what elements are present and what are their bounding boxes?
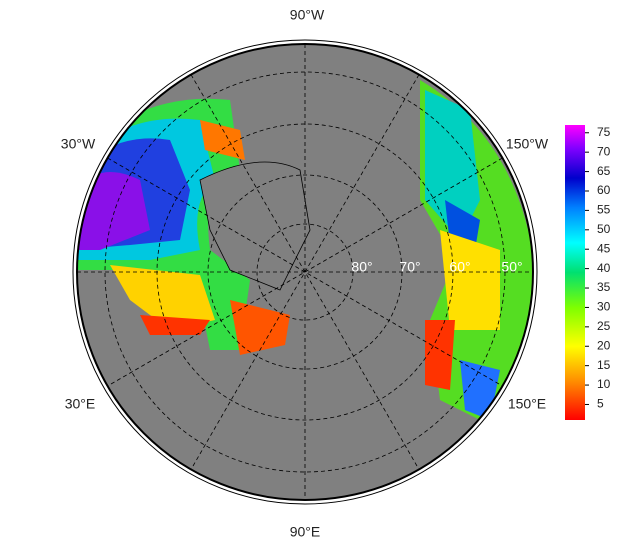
field-orange [230, 300, 290, 355]
map-border [76, 43, 534, 501]
latitude-label: 80° [351, 259, 372, 275]
longitude-label: 150°W [506, 136, 549, 152]
longitude-label: 90°E [290, 524, 321, 540]
longitude-label: 90°W [290, 7, 325, 23]
field-yellow [110, 265, 215, 330]
colorbar-tick-label: 15 [597, 358, 611, 372]
field-red-pacific [425, 320, 455, 390]
field-orange2 [200, 120, 245, 160]
latitude-label: 50° [501, 259, 522, 275]
colorbar-tick-label: 40 [597, 261, 611, 275]
colorbar-tick-label: 55 [597, 203, 611, 217]
map-outer-border [72, 39, 538, 505]
longitude-label: 150°E [508, 396, 546, 412]
colorbar: 5 10 15 20 25 30 35 40 45 50 55 60 65 70 75 [565, 125, 611, 420]
labels: 90°W 30°W 150°W 30°E 150°E 90°E 80° 70° 60° 50° [61, 7, 549, 540]
colorbar-tick-label: 30 [597, 300, 611, 314]
colorbar-tick-label: 70 [597, 144, 611, 158]
longitude-label: 30°E [65, 396, 96, 412]
field-violet [77, 172, 150, 250]
meridian [107, 157, 503, 387]
colorbar-tick-label: 75 [597, 125, 611, 139]
greenland [199, 161, 311, 291]
colorbar-tick-label: 10 [597, 377, 611, 391]
field-cyan-pacific [425, 90, 480, 240]
colorbar-tick-label: 25 [597, 319, 611, 333]
colorbar-tick-label: 50 [597, 222, 611, 236]
longitude-label: 30°W [61, 136, 96, 152]
colorbar-tick-label: 5 [597, 397, 604, 411]
colorbar-tick-label: 35 [597, 280, 611, 294]
field-yellow-pacific [440, 230, 500, 330]
latitude-label: 60° [449, 259, 470, 275]
colorbar-tick-label: 45 [597, 241, 611, 255]
latitude-label: 70° [399, 259, 420, 275]
field-red [140, 315, 210, 335]
colorbar-tick-label: 20 [597, 338, 611, 352]
colorbar-tick-label: 65 [597, 164, 611, 178]
graticule [77, 44, 533, 500]
colorbar-tick-label: 60 [597, 183, 611, 197]
colorbar-ramp [565, 125, 585, 420]
